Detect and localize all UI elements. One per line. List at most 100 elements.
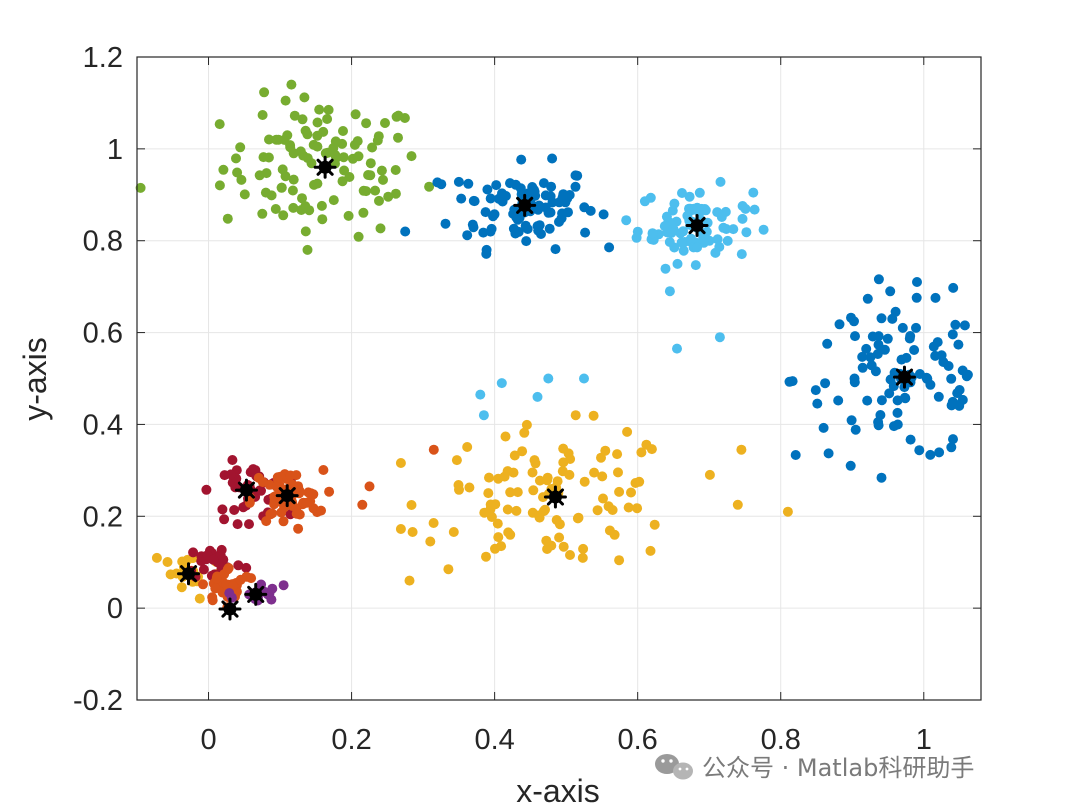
data-point	[736, 249, 747, 260]
y-axis-label: y-axis	[17, 337, 53, 421]
data-point	[607, 505, 618, 515]
data-point	[223, 563, 234, 573]
data-point	[782, 506, 793, 517]
data-point	[496, 541, 507, 552]
data-point	[558, 443, 569, 454]
data-point	[291, 508, 302, 519]
data-point	[634, 476, 645, 487]
centroid-marker	[176, 562, 200, 586]
data-point	[322, 114, 333, 124]
data-point	[609, 529, 620, 540]
data-point	[218, 164, 229, 175]
data-point	[533, 510, 544, 521]
data-point	[260, 187, 271, 198]
data-point	[201, 484, 212, 495]
data-point	[715, 176, 726, 187]
data-point	[664, 237, 675, 247]
data-point	[241, 562, 252, 573]
data-point	[320, 148, 331, 159]
data-point	[647, 228, 658, 239]
data-point	[215, 549, 226, 560]
data-point	[737, 213, 748, 224]
data-point	[862, 293, 873, 304]
data-point	[529, 184, 539, 195]
x-tick-labels: 0 0.2 0.4 0.6 0.8 1	[200, 724, 931, 756]
data-point	[597, 471, 608, 482]
data-point	[312, 117, 323, 128]
data-point	[353, 151, 364, 162]
data-point	[453, 480, 464, 490]
data-point	[669, 198, 680, 209]
data-point	[870, 366, 881, 377]
x-axis-label: x-axis	[516, 773, 600, 809]
centroid-marker	[685, 214, 709, 238]
data-point	[857, 362, 868, 373]
data-point	[330, 136, 341, 147]
data-point	[338, 126, 348, 136]
data-point	[823, 448, 834, 459]
data-point	[270, 204, 281, 214]
data-point	[316, 200, 327, 211]
data-point	[950, 319, 961, 330]
data-point	[278, 210, 289, 221]
data-point	[946, 373, 957, 384]
data-point	[302, 244, 313, 255]
data-point	[517, 446, 528, 457]
data-point	[672, 258, 683, 269]
data-point	[542, 544, 553, 554]
data-point	[849, 373, 860, 384]
data-point	[579, 476, 590, 487]
x-tick-label: 0.4	[474, 724, 514, 756]
data-point	[400, 226, 411, 237]
data-point	[432, 177, 443, 188]
data-point	[217, 504, 228, 515]
data-point	[890, 306, 901, 317]
data-point	[736, 444, 747, 455]
data-point	[232, 167, 243, 178]
data-point	[194, 593, 205, 604]
data-point	[344, 172, 355, 182]
y-tick-label: 1	[107, 134, 123, 166]
data-point	[664, 286, 675, 297]
data-point	[278, 580, 289, 591]
data-point	[952, 388, 963, 399]
y-tick-label: 0	[107, 593, 123, 625]
data-point	[714, 332, 725, 343]
y-tick-label: 0.2	[83, 501, 123, 533]
data-point	[318, 465, 329, 475]
data-point	[211, 573, 222, 584]
data-point	[453, 176, 464, 187]
data-point	[478, 227, 489, 238]
data-point	[812, 398, 823, 409]
tick-marks	[137, 56, 981, 701]
data-point	[527, 467, 538, 478]
data-point	[822, 338, 833, 349]
data-point	[511, 505, 522, 516]
data-point	[897, 322, 908, 333]
data-point	[235, 142, 246, 153]
data-point	[304, 205, 315, 216]
data-point	[876, 313, 887, 324]
y-tick-label: 0.6	[83, 318, 123, 350]
data-point	[312, 178, 323, 189]
data-point	[374, 195, 384, 206]
data-point	[536, 229, 546, 239]
data-point	[293, 523, 304, 534]
data-point	[677, 188, 687, 198]
y-tick-label: -0.2	[73, 685, 123, 717]
centroid-marker	[234, 478, 258, 502]
data-point	[947, 329, 958, 340]
data-point	[957, 365, 968, 376]
data-point	[176, 582, 187, 593]
data-point	[649, 519, 660, 530]
data-point	[748, 187, 759, 198]
data-point	[229, 505, 240, 515]
data-point	[358, 207, 369, 218]
data-point	[905, 331, 916, 341]
data-point	[684, 191, 695, 202]
data-point	[521, 236, 532, 247]
data-point	[749, 204, 760, 215]
data-point	[486, 512, 497, 522]
data-point	[395, 524, 406, 534]
data-point	[258, 152, 269, 163]
